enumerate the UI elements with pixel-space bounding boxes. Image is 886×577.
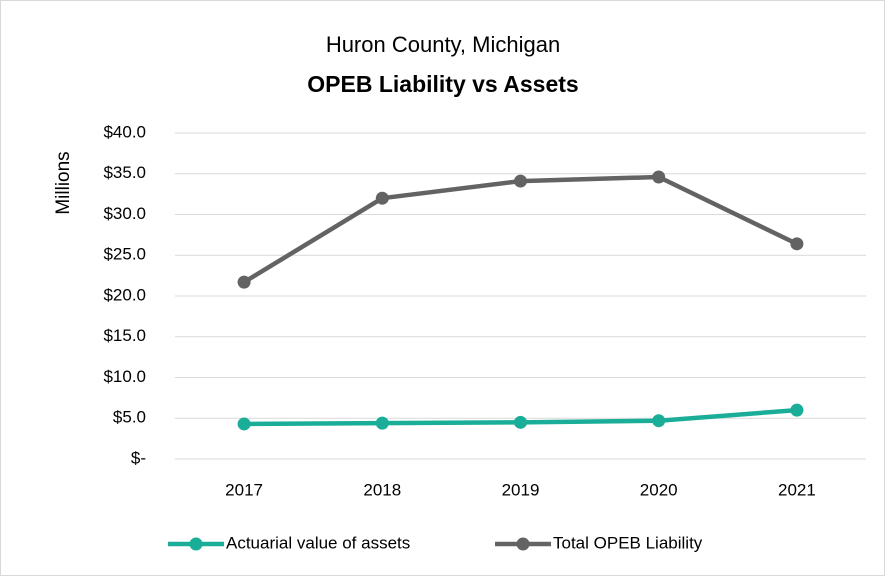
y-tick-label: $5.0 [113,408,146,427]
x-tick-label: 2021 [778,480,816,499]
data-point [790,237,804,251]
x-tick-label: 2017 [225,480,263,499]
x-tick-label: 2019 [502,480,540,499]
y-tick-label: $35.0 [103,163,146,182]
data-point [375,416,389,430]
legend-marker [516,537,530,551]
data-point [514,174,527,188]
data-point [514,415,527,429]
y-axis-label: Millions [53,151,74,214]
y-tick-label: $40.0 [103,122,146,141]
chart-subtitle: OPEB Liability vs Assets [307,71,578,97]
data-point [375,191,389,205]
data-point [652,170,666,184]
data-point [237,417,251,431]
y-tick-label: $15.0 [103,326,146,345]
y-tick-label: $30.0 [103,204,146,223]
chart-title: Huron County, Michigan [326,32,560,57]
y-tick-label: $25.0 [103,245,146,264]
data-point [790,403,804,417]
y-tick-label: $10.0 [103,367,146,386]
legend-marker [189,537,203,551]
x-tick-label: 2018 [363,480,401,499]
legend-label: Actuarial value of assets [226,533,410,552]
y-tick-label: $- [131,448,146,467]
y-tick-label: $20.0 [103,285,146,304]
data-point [237,275,251,289]
x-tick-label: 2020 [640,480,678,499]
legend-label: Total OPEB Liability [553,533,703,552]
data-point [652,414,666,428]
